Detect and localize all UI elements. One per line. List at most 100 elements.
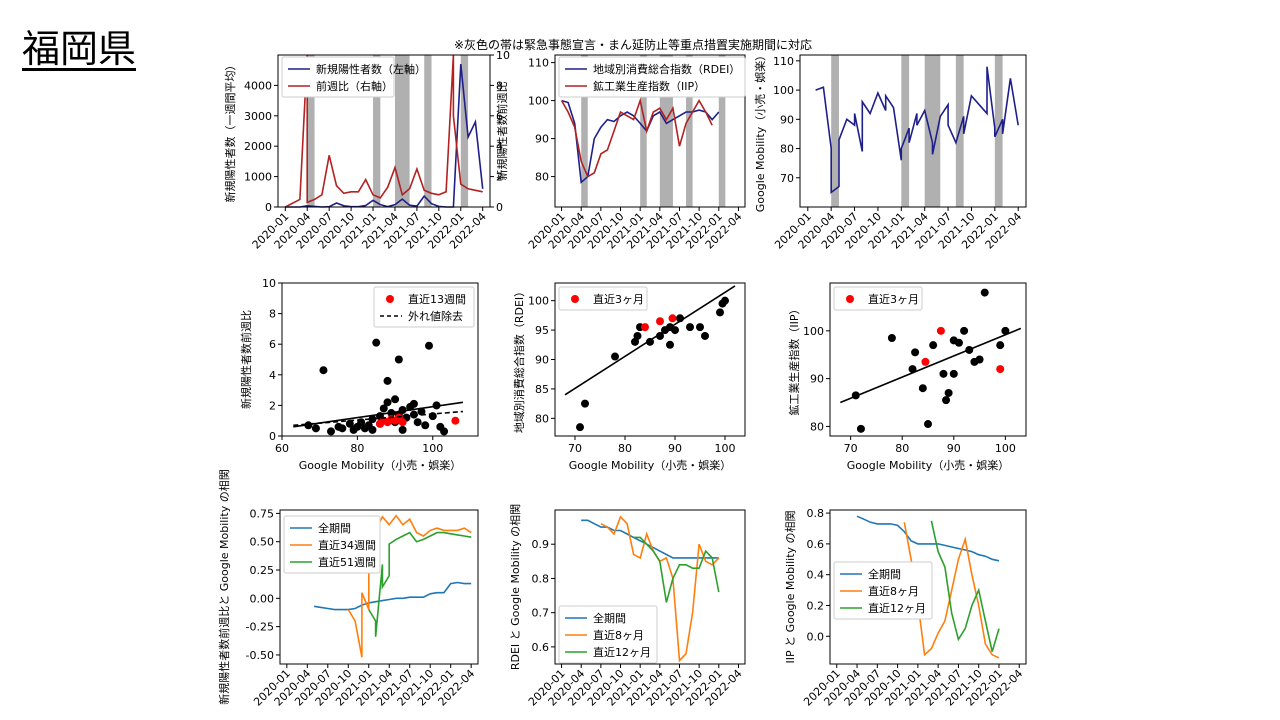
scatter_rdei-point bbox=[581, 399, 589, 408]
corr_rdei-ytick-label: 0.6 bbox=[532, 641, 550, 654]
scatter_cases-point bbox=[417, 407, 426, 416]
corr_cases-legend bbox=[283, 515, 381, 574]
scatter_cases-point bbox=[372, 338, 381, 347]
scatter_cases-point bbox=[319, 366, 328, 375]
chart-cases: 0100020003000400002468102020-012020-0420… bbox=[223, 49, 510, 252]
scatter_cases-ytick-label: 8 bbox=[269, 308, 276, 321]
scatter_rdei-point bbox=[686, 323, 694, 332]
corr_rdei-series-0 bbox=[581, 519, 719, 559]
cases-right-ytick-label: 4 bbox=[496, 140, 503, 153]
scatter_rdei-xlabel: Google Mobility（小売・娯楽） bbox=[569, 458, 731, 472]
scatter_rdei-point-recent bbox=[656, 317, 664, 326]
corr_cases-ylabel: 新規陽性者数前週比と Google Mobility の相関 bbox=[217, 469, 231, 704]
corr_iip-ytick-label: 0.2 bbox=[807, 599, 825, 612]
scatter_rdei-point bbox=[671, 326, 679, 335]
scatter_rdei-point-recent bbox=[641, 323, 649, 332]
scatter_iip-legend-label: 直近3ヶ月 bbox=[868, 292, 919, 306]
scatter_iip-legend-marker bbox=[846, 295, 854, 303]
scatter_rdei-point bbox=[576, 423, 584, 432]
cases-ytick-label: 2000 bbox=[244, 140, 272, 153]
scatter_cases-xtick-label: 60 bbox=[275, 442, 289, 455]
scatter_rdei-point bbox=[701, 331, 709, 340]
mobility-ytick-label: 100 bbox=[773, 84, 794, 97]
scatter_cases-ylabel: 新規陽性者数前週比 bbox=[239, 310, 253, 409]
scatter_iip-point bbox=[911, 348, 920, 357]
scatter_iip-legend bbox=[833, 286, 923, 311]
scatter_iip-ytick-label: 90 bbox=[810, 373, 824, 386]
scatter_iip-point-recent bbox=[921, 357, 930, 366]
cases-right-ytick-label: 0 bbox=[496, 201, 503, 214]
scatter_iip-xtick-label: 100 bbox=[995, 442, 1016, 455]
scatter_cases-point bbox=[379, 404, 388, 413]
scatter_iip-point bbox=[856, 424, 865, 433]
corr_cases-series-0 bbox=[313, 581, 472, 611]
corr_iip-legend-label: 直近12ヶ月 bbox=[868, 601, 926, 615]
corr_iip-ytick-label: 0.6 bbox=[807, 538, 825, 551]
corr_cases-legend-label: 直近34週間 bbox=[318, 538, 376, 552]
mobility-ytick-label: 110 bbox=[773, 55, 794, 68]
corr_iip-series-1 bbox=[903, 522, 1000, 659]
scatter_cases-legend-label: 外れ値除去 bbox=[408, 309, 463, 323]
scatter_cases-point bbox=[345, 419, 354, 428]
scatter_cases-point bbox=[338, 424, 347, 433]
scatter_cases-ytick-label: 4 bbox=[269, 369, 276, 382]
band-caption: ※灰色の帯は緊急事態宣言・まん延防止等重点措置実施期間に対応 bbox=[454, 38, 813, 52]
scatter_iip-point bbox=[944, 388, 953, 397]
scatter_iip-point-recent bbox=[936, 326, 945, 335]
scatter_iip-point bbox=[1001, 326, 1010, 335]
corr_cases-legend-label: 全期間 bbox=[318, 521, 351, 535]
scatter_rdei-fit-line bbox=[564, 285, 736, 396]
corr_cases-ytick-label: 0.50 bbox=[250, 536, 275, 549]
cases-band bbox=[424, 55, 432, 207]
corr_cases-series-2 bbox=[368, 531, 472, 637]
cases-right-ytick-label: 10 bbox=[496, 49, 510, 62]
scatter_cases-point bbox=[383, 398, 392, 407]
scatter_rdei-xtick-label: 70 bbox=[568, 442, 582, 455]
corr_rdei-ylabel: RDEI と Google Mobility の相関 bbox=[509, 504, 522, 670]
chart-corr_cases: -0.50-0.250.000.250.500.752020-012020-04… bbox=[217, 469, 479, 709]
scatter_iip-point bbox=[929, 341, 938, 350]
slide-title: 福岡県 bbox=[22, 27, 137, 71]
corr_rdei-legend-label: 直近12ヶ月 bbox=[593, 645, 651, 659]
scatter_iip-point bbox=[996, 341, 1005, 350]
scatter_cases-fit-dashed bbox=[293, 410, 463, 427]
scatter_iip-xtick-label: 90 bbox=[947, 442, 961, 455]
scatter_rdei-point bbox=[666, 340, 674, 349]
scatter_cases-xtick-label: 80 bbox=[350, 442, 364, 455]
scatter_rdei-ytick-label: 80 bbox=[535, 412, 549, 425]
scatter_iip-xtick-label: 70 bbox=[844, 442, 858, 455]
corr_cases-ytick-label: 0.75 bbox=[250, 507, 275, 520]
rdei_iip-ytick-label: 90 bbox=[535, 133, 549, 146]
scatter_rdei-point-recent bbox=[668, 314, 677, 323]
mobility-frame bbox=[799, 54, 1027, 208]
corr_rdei-frame bbox=[554, 509, 746, 665]
scatter_cases-xlabel: Google Mobility（小売・娯楽） bbox=[299, 458, 461, 472]
scatter_cases-ytick-label: 6 bbox=[269, 338, 276, 351]
mobility-ytick-label: 80 bbox=[780, 143, 794, 156]
corr_iip-ylabel: IIP と Google Mobility の相関 bbox=[784, 510, 797, 663]
corr_cases-ytick-label: 0.00 bbox=[250, 592, 275, 605]
scatter_rdei-point bbox=[718, 299, 727, 308]
mobility-band bbox=[994, 55, 1003, 207]
scatter_iip-fit-line bbox=[840, 327, 1022, 404]
scatter_cases-point bbox=[391, 395, 400, 404]
scatter_iip-point bbox=[954, 338, 963, 347]
scatter_cases-point bbox=[311, 424, 320, 433]
scatter_iip-point-recent bbox=[996, 365, 1005, 374]
corr_cases-series-1 bbox=[347, 514, 472, 658]
scatter_iip-point bbox=[980, 288, 989, 297]
corr_cases-ytick-label: 0.25 bbox=[250, 564, 275, 577]
scatter_rdei-point bbox=[656, 331, 664, 340]
corr_iip-legend-label: 全期間 bbox=[868, 567, 901, 581]
scatter_rdei-xtick-label: 100 bbox=[715, 442, 736, 455]
scatter_cases-point bbox=[425, 341, 433, 350]
cases-legend-label: 新規陽性者数（左軸） bbox=[316, 62, 426, 76]
scatter_iip-point bbox=[939, 369, 948, 378]
corr_rdei-legend bbox=[558, 605, 658, 664]
corr_iip-ytick-label: 0.8 bbox=[807, 507, 825, 520]
corr_rdei-legend-label: 直近8ヶ月 bbox=[593, 628, 644, 642]
cases-band bbox=[307, 55, 315, 207]
cases-frame bbox=[277, 54, 491, 208]
mobility-band bbox=[831, 55, 839, 207]
